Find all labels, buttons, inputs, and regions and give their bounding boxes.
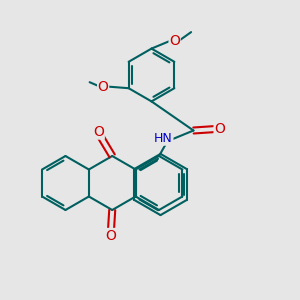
Text: O: O [169,34,180,48]
Text: O: O [105,229,116,242]
Text: O: O [98,80,109,94]
Text: O: O [93,125,104,139]
Text: O: O [214,122,225,136]
Text: HN: HN [154,132,173,145]
